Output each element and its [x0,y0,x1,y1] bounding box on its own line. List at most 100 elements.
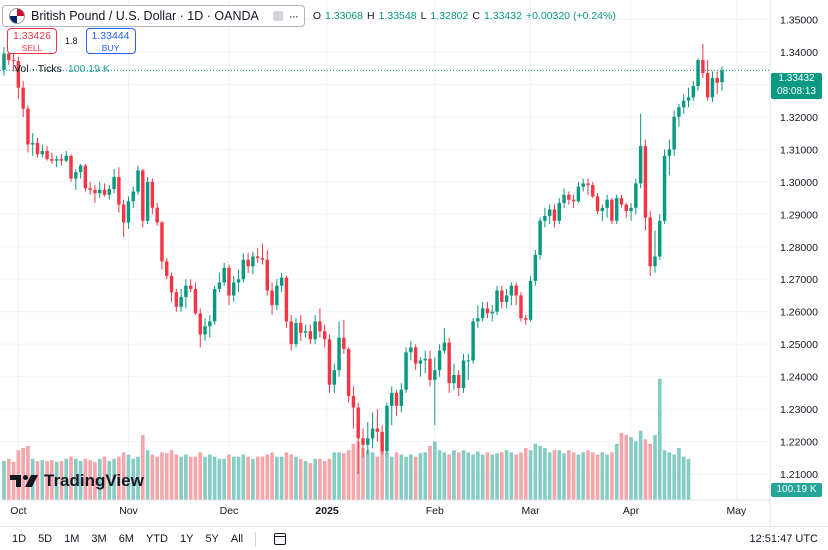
high-label: H [367,10,375,22]
open-value: 1.33068 [325,10,363,22]
candle [485,301,490,319]
calendar-icon[interactable] [274,532,287,545]
candle-body [313,321,317,340]
candle-body [11,60,16,62]
volume-bar [595,454,600,500]
volume-bar [327,458,332,500]
candle [543,207,547,228]
volume-bar [452,450,456,500]
candle-body [107,188,112,195]
candle-body [275,285,279,306]
change-value: +0.00320 (+0.24%) [525,10,616,22]
candle-body [715,77,719,83]
candle [686,87,691,108]
volume-bar [284,452,289,500]
volume-bar [188,456,193,500]
volume-bar [681,456,686,500]
utc-clock[interactable]: 12:51:47 UTC [749,532,818,545]
candle-body [131,191,135,202]
candle [184,279,188,309]
volume-bar [212,456,217,500]
candle-body [595,196,600,212]
bottom-toolbar: 1D 5D 1M 3M 6M YTD 1Y 5Y All 12:51:47 UT… [0,526,828,550]
candle-body [605,199,609,208]
candle [241,253,246,283]
volume-bar [40,460,45,500]
candle [514,282,518,306]
candle [150,178,155,215]
candle-body [179,297,183,307]
timeframe-1d[interactable]: 1D [12,532,27,545]
candle [605,194,609,218]
volume-bar [600,452,605,500]
volume-bar [64,458,69,500]
candle [595,193,600,215]
candle-body [500,290,504,302]
candle [208,314,212,338]
candle-body [136,170,140,192]
candle [538,217,542,260]
volume-bar [614,443,619,500]
volume-bar [437,450,442,500]
candle [30,133,35,156]
volume-bar [308,463,313,500]
candle-body [677,107,681,117]
chart-header: British Pound / U.S. Dollar · 1D · OANDA… [2,5,616,27]
candle-body [581,183,585,187]
sell-button[interactable]: 1.33426 SELL [7,28,57,54]
volume-bar [6,458,11,500]
candle [380,425,384,455]
toolbar-divider [255,531,257,546]
candle [437,344,442,377]
compare-icon[interactable] [272,11,283,21]
candle-body [188,285,193,289]
candle [121,199,126,238]
candle-body [169,275,174,293]
price-tick-label: 1.22000 [780,437,818,449]
candle-body [504,295,509,302]
last-price: 1.33432 [778,73,815,84]
volume-bar [543,448,547,500]
candle [547,204,552,225]
candle [399,383,404,413]
timeframe-3m[interactable]: 3M [91,532,107,545]
candle [346,347,351,403]
timeframe-all[interactable]: All [230,532,244,545]
symbol-selector[interactable]: British Pound / U.S. Dollar · 1D · OANDA… [2,5,305,27]
buy-button[interactable]: 1.33444 BUY [85,28,136,54]
more-icon[interactable]: ··· [288,9,299,23]
candle-body [16,61,21,88]
volume-bar [619,432,624,500]
high-value: 1.33548 [378,10,417,22]
timeframe-1m[interactable]: 1M [64,532,80,545]
candle [40,144,45,158]
candle [2,47,6,76]
candle [260,243,265,265]
candle [136,165,140,195]
timeframe-6m[interactable]: 6M [118,532,134,545]
timeframe-1y[interactable]: 1Y [179,532,194,545]
volume-bar [270,452,274,500]
timeframe-5d[interactable]: 5D [38,532,53,545]
candle-body [74,172,78,179]
candle-body [351,396,356,408]
candle [495,285,499,315]
volume-bar [394,452,399,500]
candle [83,163,88,192]
tradingview-logo[interactable]: TradingView [10,471,144,491]
volume-bar [409,454,413,500]
timeframe-5y[interactable]: 5Y [205,532,219,545]
candle [327,334,332,393]
candle [227,264,231,306]
volume-bar [265,454,270,500]
candle [389,386,394,426]
candle [591,181,595,199]
time-tick-label: Apr [623,505,640,517]
volume-bar [342,453,346,500]
candle [270,282,274,315]
candle [638,113,643,189]
candle-body [519,295,523,319]
timeframe-ytd[interactable]: YTD [145,532,168,545]
candle-body [375,428,380,432]
